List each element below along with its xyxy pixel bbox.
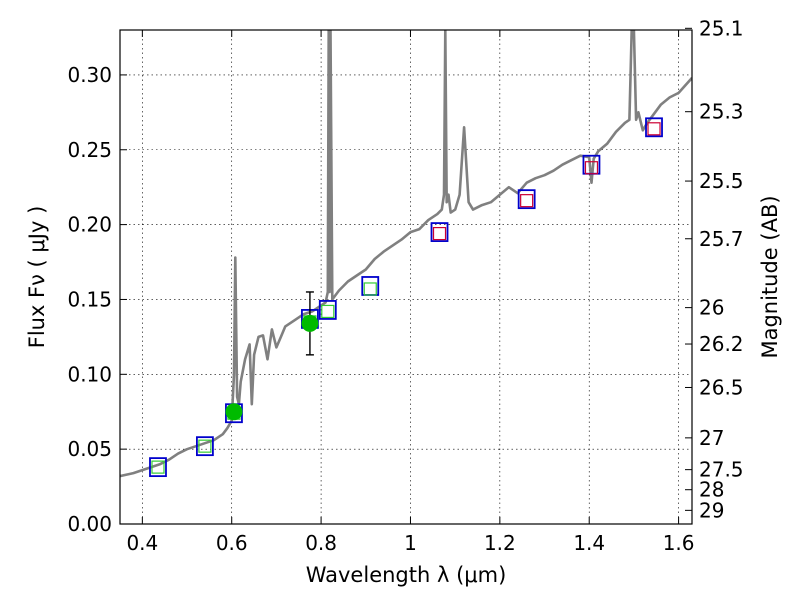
mag-tick-label: 26.2 (699, 332, 744, 356)
blue-square-marker (318, 300, 337, 320)
y-tick-label: 0.15 (67, 287, 112, 311)
x-tick-label: 0.8 (305, 531, 337, 555)
y-tick-label: 0.30 (67, 63, 112, 87)
mag-tick-label: 27 (699, 426, 724, 450)
axis-ticks: 0.4 0.6 0.8 1 1.2 1.4 1.6 0.00 0.05 0.10 0.15 0.20 0… (67, 16, 743, 555)
y-tick-label: 0.25 (67, 138, 112, 162)
sed-model-line (120, 30, 692, 478)
x-axis-title: Wavelength λ (μm) (306, 563, 507, 587)
green-circle-marker (301, 314, 319, 332)
y-tick-label: 0.10 (67, 362, 112, 386)
grid-lines (120, 30, 692, 525)
green-circle-marker (225, 403, 243, 421)
y-tick-label: 0.00 (67, 512, 112, 536)
mag-tick-label: 25.3 (699, 100, 744, 124)
mag-tick-label: 25.1 (699, 16, 744, 40)
y-axis-title: Flux Fν ( μJy ) (25, 206, 49, 349)
mag-tick-label: 27.5 (699, 458, 744, 482)
plot-area (120, 30, 692, 478)
red-square-marker (432, 226, 447, 241)
mag-tick-label: 29 (699, 498, 724, 522)
y-tick-label: 0.05 (67, 437, 112, 461)
mag-tick-label: 25.7 (699, 227, 744, 251)
plot-frame (119, 29, 693, 525)
green-square-marker (363, 282, 377, 296)
x-tick-label: 1.2 (484, 531, 516, 555)
x-tick-label: 1 (404, 531, 417, 555)
plot-series (120, 30, 692, 478)
y-tick-label: 0.20 (67, 213, 112, 237)
blue-square-marker (517, 189, 536, 210)
mag-tick-label: 28 (699, 478, 724, 502)
red-square-marker (647, 122, 661, 136)
blue-square-marker (645, 117, 663, 138)
red-square-marker (584, 161, 599, 175)
x-tick-label: 1.6 (663, 531, 695, 555)
green-square-marker (321, 304, 335, 319)
blue-square-marker (430, 222, 449, 242)
x-tick-label: 0.6 (216, 531, 248, 555)
green-square-marker (151, 460, 165, 474)
y2-axis-title: Magnitude (AB) (758, 195, 782, 358)
mag-tick-label: 26.5 (699, 375, 744, 399)
x-tick-label: 0.4 (126, 531, 158, 555)
red-square-marker (520, 194, 534, 208)
mag-tick-label: 26 (699, 296, 724, 320)
blue-square-marker (149, 457, 167, 478)
mag-tick-label: 25.5 (699, 169, 744, 193)
x-tick-label: 1.4 (573, 531, 605, 555)
green-square-marker (198, 439, 212, 453)
blue-square-marker (196, 436, 214, 457)
